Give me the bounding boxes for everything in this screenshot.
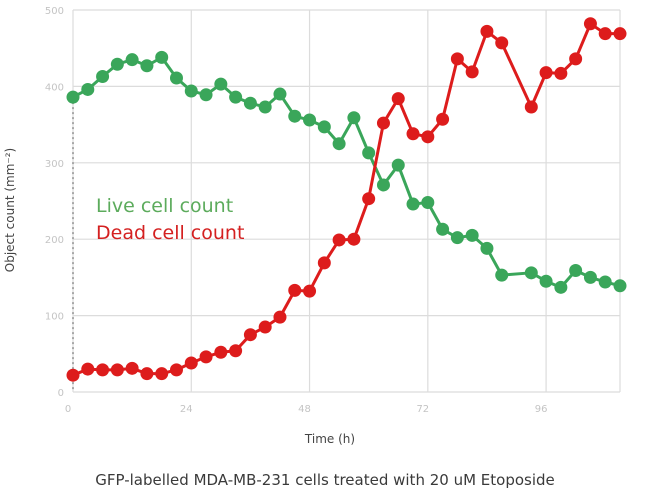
- legend-live-cell-count: Live cell count: [96, 195, 233, 217]
- data-point-dead-cell-count: [140, 367, 154, 381]
- data-point-live-cell-count: [539, 274, 553, 288]
- data-point-live-cell-count: [391, 158, 405, 172]
- y-tick-label: 200: [45, 235, 64, 246]
- data-point-live-cell-count: [214, 77, 228, 91]
- data-point-live-cell-count: [81, 82, 95, 96]
- data-point-live-cell-count: [406, 197, 420, 211]
- data-point-live-cell-count: [155, 50, 169, 64]
- y-tick-label: 400: [45, 82, 64, 93]
- data-point-dead-cell-count: [184, 356, 198, 370]
- data-point-live-cell-count: [465, 228, 479, 242]
- x-tick-label: 72: [416, 404, 429, 415]
- series-live-cell-count: [66, 50, 627, 294]
- data-point-live-cell-count: [495, 268, 509, 282]
- data-point-dead-cell-count: [96, 363, 110, 377]
- data-point-dead-cell-count: [539, 66, 553, 80]
- data-point-live-cell-count: [184, 84, 198, 98]
- data-point-live-cell-count: [376, 178, 390, 192]
- data-point-dead-cell-count: [524, 100, 538, 114]
- data-point-live-cell-count: [303, 113, 317, 127]
- data-point-live-cell-count: [613, 279, 627, 293]
- data-point-dead-cell-count: [332, 233, 346, 247]
- x-tick-label: 96: [535, 404, 548, 415]
- data-point-live-cell-count: [480, 241, 494, 255]
- data-point-dead-cell-count: [288, 283, 302, 297]
- x-tick-label: 48: [298, 404, 311, 415]
- data-point-dead-cell-count: [436, 112, 450, 126]
- data-point-dead-cell-count: [554, 66, 568, 80]
- data-point-live-cell-count: [243, 96, 257, 110]
- data-point-dead-cell-count: [362, 192, 376, 206]
- data-point-live-cell-count: [273, 87, 287, 101]
- data-point-live-cell-count: [199, 88, 213, 102]
- x-tick-label: 0: [65, 404, 71, 415]
- data-point-dead-cell-count: [169, 363, 183, 377]
- data-point-dead-cell-count: [229, 344, 243, 358]
- data-point-dead-cell-count: [569, 52, 583, 66]
- data-point-live-cell-count: [362, 146, 376, 160]
- data-point-dead-cell-count: [155, 367, 169, 381]
- data-point-live-cell-count: [347, 111, 361, 125]
- data-point-dead-cell-count: [199, 350, 213, 364]
- data-point-dead-cell-count: [214, 345, 228, 359]
- y-tick-label: 0: [58, 388, 64, 399]
- data-point-dead-cell-count: [583, 17, 597, 31]
- data-point-dead-cell-count: [376, 116, 390, 130]
- data-point-live-cell-count: [110, 57, 124, 71]
- data-point-dead-cell-count: [243, 328, 257, 342]
- data-point-live-cell-count: [169, 71, 183, 85]
- figure-caption: GFP-labelled MDA-MB-231 cells treated wi…: [95, 471, 555, 489]
- data-point-dead-cell-count: [81, 362, 95, 376]
- data-point-live-cell-count: [554, 280, 568, 294]
- data-point-live-cell-count: [96, 69, 110, 83]
- data-point-dead-cell-count: [495, 36, 509, 50]
- y-tick-label: 100: [45, 312, 64, 323]
- series-group: [66, 17, 627, 382]
- data-point-dead-cell-count: [317, 256, 331, 270]
- data-point-live-cell-count: [583, 270, 597, 284]
- data-point-dead-cell-count: [347, 232, 361, 246]
- data-point-dead-cell-count: [406, 127, 420, 141]
- data-point-dead-cell-count: [465, 65, 479, 79]
- data-point-live-cell-count: [524, 266, 538, 280]
- data-point-dead-cell-count: [613, 27, 627, 41]
- y-axis-label: Object count (mm⁻²): [3, 148, 17, 272]
- data-point-dead-cell-count: [450, 52, 464, 66]
- y-tick-labels: 0 100 200 300 400 500: [45, 6, 64, 399]
- series-dead-cell-count: [66, 17, 627, 382]
- data-point-dead-cell-count: [480, 24, 494, 38]
- y-tick-label: 500: [45, 6, 64, 17]
- data-point-dead-cell-count: [125, 361, 139, 375]
- data-point-live-cell-count: [317, 120, 331, 134]
- y-tick-label: 300: [45, 159, 64, 170]
- data-point-dead-cell-count: [598, 27, 612, 41]
- data-point-live-cell-count: [332, 137, 346, 151]
- data-point-dead-cell-count: [421, 130, 435, 144]
- data-point-live-cell-count: [450, 231, 464, 245]
- data-point-dead-cell-count: [258, 320, 272, 334]
- x-tick-label: 24: [180, 404, 193, 415]
- data-point-dead-cell-count: [391, 92, 405, 106]
- x-axis-label: Time (h): [304, 432, 355, 446]
- legend-dead-cell-count: Dead cell count: [96, 222, 244, 244]
- data-point-live-cell-count: [125, 53, 139, 67]
- data-point-dead-cell-count: [110, 363, 124, 377]
- data-point-dead-cell-count: [303, 284, 317, 298]
- data-point-live-cell-count: [598, 275, 612, 289]
- data-point-live-cell-count: [569, 264, 583, 278]
- data-point-live-cell-count: [288, 109, 302, 123]
- data-point-dead-cell-count: [273, 310, 287, 324]
- data-point-dead-cell-count: [66, 368, 80, 382]
- data-point-live-cell-count: [66, 90, 80, 104]
- data-point-live-cell-count: [421, 196, 435, 210]
- data-point-live-cell-count: [140, 59, 154, 73]
- x-tick-labels: 0 24 48 72 96: [65, 404, 548, 415]
- data-point-live-cell-count: [229, 90, 243, 104]
- data-point-live-cell-count: [258, 100, 272, 114]
- data-point-live-cell-count: [436, 222, 450, 236]
